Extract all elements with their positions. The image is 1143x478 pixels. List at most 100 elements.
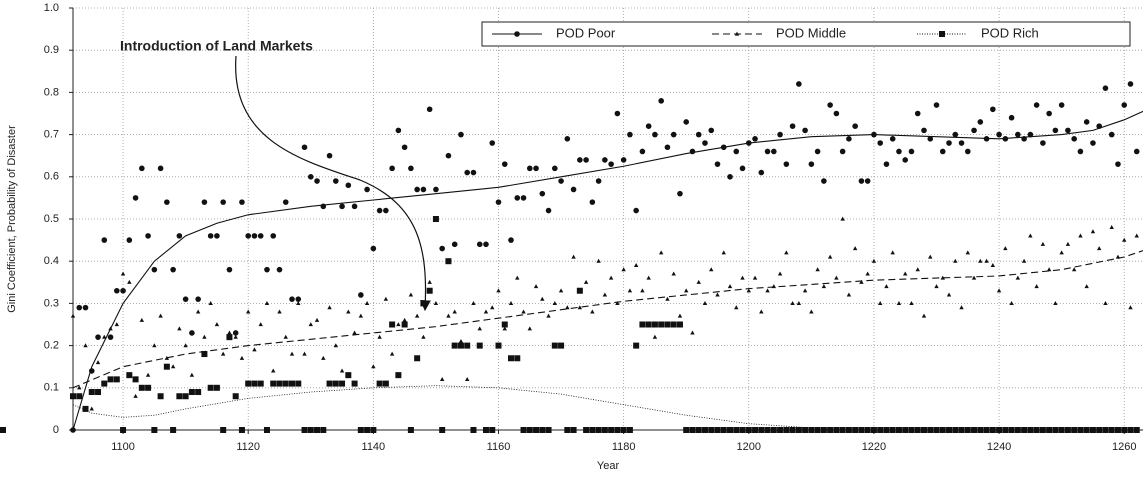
point (207, 384, 214, 391)
point (301, 144, 308, 151)
point (95, 360, 101, 365)
point (377, 334, 382, 339)
point (239, 355, 245, 360)
point (921, 127, 927, 134)
point (339, 203, 345, 210)
point (339, 380, 346, 387)
point (989, 427, 996, 433)
point (176, 233, 183, 239)
point (420, 186, 427, 193)
point (201, 199, 208, 205)
point (120, 271, 126, 276)
point (946, 292, 952, 297)
y-tick-label: 0.6 (44, 171, 59, 183)
point (302, 351, 307, 356)
point (702, 140, 708, 146)
point (107, 376, 114, 383)
point (633, 263, 639, 268)
point (546, 313, 551, 318)
point (471, 301, 476, 305)
point (264, 266, 270, 273)
point (640, 288, 645, 293)
y-tick-label: 0.9 (44, 44, 59, 56)
point (890, 250, 895, 255)
point (665, 296, 670, 301)
point (201, 351, 208, 358)
point (821, 178, 827, 184)
point (1071, 136, 1077, 142)
point (889, 136, 896, 142)
point (126, 237, 133, 243)
point (928, 254, 933, 259)
point (346, 309, 351, 314)
point (552, 301, 558, 305)
point (621, 267, 626, 272)
point (789, 123, 796, 129)
point (1127, 427, 1134, 433)
point (783, 161, 790, 167)
x-tick-label: 1260 (1112, 441, 1136, 453)
point (864, 178, 871, 184)
point (1052, 427, 1059, 433)
point (351, 380, 358, 387)
point (1033, 102, 1040, 108)
point (220, 351, 226, 356)
point (865, 271, 870, 276)
point (251, 233, 258, 239)
annotation: Introduction of Land Markets (120, 38, 313, 54)
point (439, 245, 445, 252)
point (88, 389, 95, 396)
point (170, 427, 177, 433)
y-tick-label: 0.3 (44, 297, 59, 309)
point (1015, 131, 1021, 138)
point (927, 427, 934, 433)
point (921, 313, 927, 318)
point (151, 266, 158, 273)
point (402, 317, 407, 322)
point (170, 364, 176, 369)
point (758, 169, 765, 176)
point (477, 326, 482, 331)
point (396, 322, 401, 327)
point (777, 271, 783, 276)
point (108, 326, 113, 331)
point (1121, 102, 1128, 108)
point (633, 207, 639, 214)
point (101, 237, 108, 243)
point (646, 275, 651, 280)
point (326, 152, 333, 159)
point (157, 393, 164, 400)
point (482, 427, 489, 433)
point (246, 309, 251, 314)
point (151, 427, 158, 433)
point (220, 427, 227, 433)
point (859, 279, 864, 284)
point (95, 389, 102, 396)
point (282, 199, 289, 205)
point (696, 279, 701, 284)
point (127, 279, 132, 284)
point (715, 292, 720, 297)
point (971, 127, 977, 134)
point (395, 372, 402, 379)
point (996, 288, 1002, 293)
point (1027, 427, 1034, 433)
point (615, 301, 620, 305)
point (633, 342, 640, 349)
point (746, 288, 751, 293)
point (126, 372, 133, 379)
point (977, 119, 984, 125)
point (627, 288, 633, 293)
point (833, 427, 840, 433)
point (984, 258, 989, 263)
point (501, 161, 508, 167)
point (526, 427, 533, 433)
point (701, 427, 708, 433)
point (1015, 275, 1021, 280)
point (483, 241, 489, 248)
point (796, 81, 802, 87)
point (533, 284, 539, 289)
point (414, 355, 421, 362)
point (295, 380, 302, 387)
point (795, 427, 802, 433)
